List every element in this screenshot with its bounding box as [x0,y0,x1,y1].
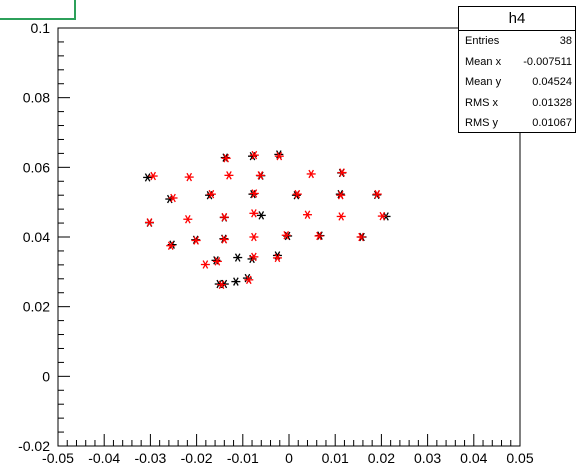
data-point [283,231,293,241]
x-tick-label: -0.03 [134,450,166,466]
y-tick-label: 0.06 [23,159,50,175]
data-point [200,260,210,269]
data-point [337,168,347,177]
x-tick-label: 0.03 [414,450,441,466]
x-tick-label: -0.02 [181,450,213,466]
data-point [249,232,259,242]
data-point [249,189,259,198]
data-point [143,173,153,182]
data-point [167,240,177,249]
data-point [191,236,201,245]
x-tick-label: -0.01 [227,450,259,466]
stats-value: 0.04524 [532,76,572,88]
data-point [306,169,316,179]
data-point [211,256,221,265]
x-tick-label: 0.01 [322,450,349,466]
data-point [274,151,284,161]
stats-row-rms-y: RMS y 0.01067 [459,113,575,134]
data-point [249,209,259,218]
data-point [256,211,266,220]
data-point [166,241,176,250]
data-point [184,172,194,182]
data-point [248,189,258,199]
data-point [356,232,366,242]
data-point [221,154,231,163]
stats-label: RMS y [465,117,498,129]
y-tick-label: 0.02 [23,299,50,315]
data-point [144,218,154,227]
data-point [206,189,216,199]
data-point [249,252,259,262]
data-point [148,171,158,181]
data-point [377,211,387,221]
y-tick-label: 0 [42,368,50,384]
stats-label: Mean y [465,76,502,88]
stats-row-rms-x: RMS x 0.01328 [459,93,575,114]
data-point [168,193,178,203]
axes: -0.05 -0.04 -0.03 -0.02 -0.01 0 0.01 0.02 0.03 0.… [18,20,534,466]
data-point [314,231,324,241]
data-point [302,210,312,219]
stats-label: Entries [465,35,500,47]
data-point [292,189,302,199]
data-point [249,150,259,160]
series-0 [143,150,391,289]
data-point [372,189,382,199]
data-point [336,190,346,200]
data-point [336,212,346,221]
data-point [255,171,265,180]
stats-row-entries: Entries 38 [459,31,575,52]
stats-value: 0.01067 [532,117,572,129]
data-point [183,214,193,224]
data-point [224,171,234,180]
stats-row-mean-y: Mean y 0.04524 [459,72,575,93]
plot-frame [57,27,521,447]
x-tick-label: -0.04 [88,450,120,466]
stats-value: 0.01328 [532,96,572,109]
data-point [212,257,222,266]
x-tick-label: 0.04 [460,450,487,466]
x-tick-label: 0.05 [506,450,533,466]
data-point [219,235,229,244]
stats-box: h4 Entries 38 Mean x -0.007511 Mean y 0.… [458,6,576,133]
y-tick-label: 0.1 [31,20,51,36]
data-point [219,212,229,222]
data-series [143,150,391,289]
stats-label: Mean x [465,55,502,68]
stats-value: -0.007511 [523,55,572,68]
y-tick-label: 0.08 [23,90,50,106]
data-point [217,280,227,289]
x-tick-label: -0.05 [42,450,74,466]
x-tick-label: 0 [285,450,293,466]
data-point [272,253,282,263]
y-tick-label: -0.02 [18,438,50,454]
y-tick-label: 0.04 [23,229,50,245]
x-tick-label: 0.02 [368,450,395,466]
data-point [231,277,241,286]
stats-label: RMS x [465,96,498,109]
stats-title: h4 [459,7,575,31]
data-point [244,275,254,285]
stats-value: 38 [559,35,572,47]
stats-row-mean-x: Mean x -0.007511 [459,52,575,73]
data-point [281,231,291,240]
series-1 [144,150,387,289]
title-box [0,0,76,20]
data-point [233,253,243,262]
